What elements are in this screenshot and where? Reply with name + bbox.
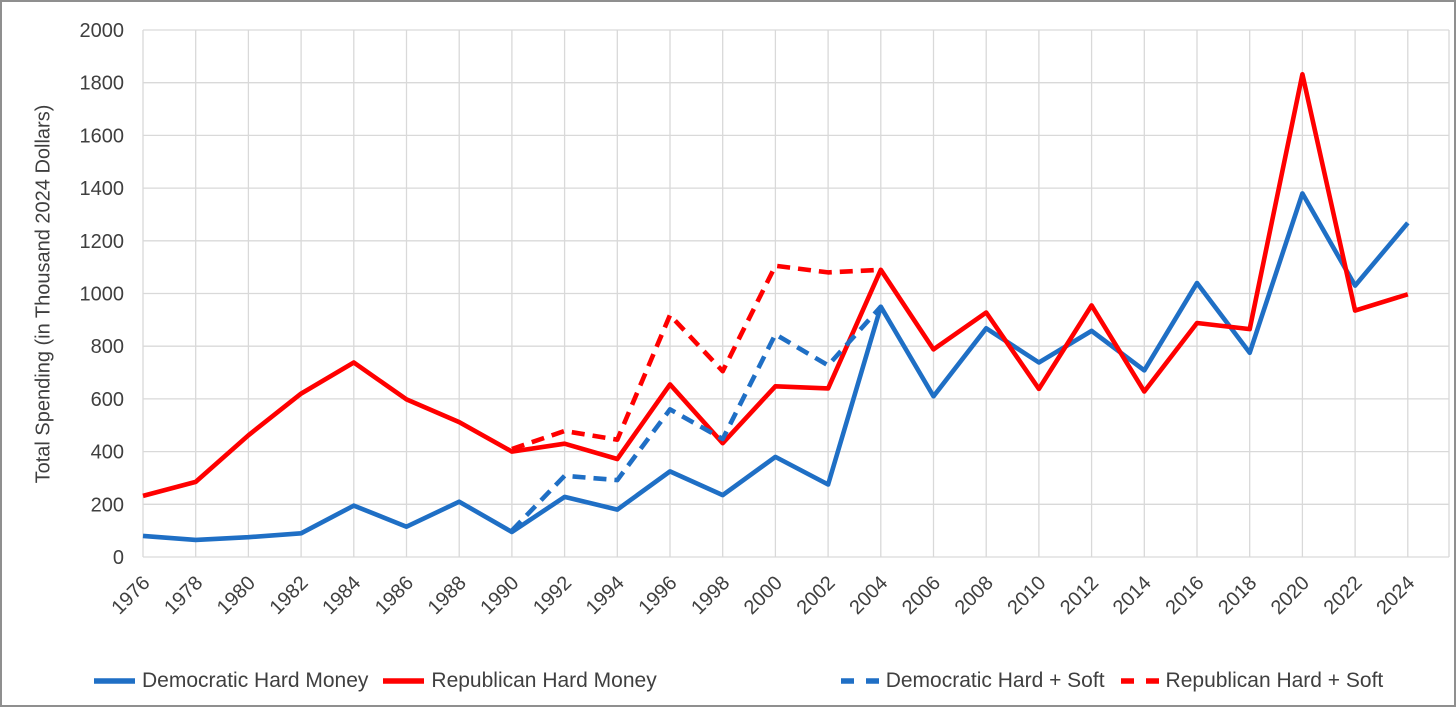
y-tick-label: 1000 bbox=[80, 284, 125, 306]
legend-solid-line-swatch bbox=[383, 678, 425, 684]
y-tick-label: 1400 bbox=[80, 178, 125, 200]
x-tick-label: 2016 bbox=[1162, 572, 1209, 619]
x-tick-label: 2022 bbox=[1320, 572, 1367, 619]
x-tick-label: 2000 bbox=[740, 572, 787, 619]
x-tick-label: 1980 bbox=[213, 572, 260, 619]
x-tick-label: 1998 bbox=[687, 572, 734, 619]
x-tick-label: 2006 bbox=[898, 572, 945, 619]
x-tick-label: 1988 bbox=[424, 572, 471, 619]
legend-item: Democratic Hard + Soft bbox=[840, 669, 1105, 693]
y-tick-label: 600 bbox=[91, 389, 124, 411]
x-tick-label: 2010 bbox=[1003, 572, 1050, 619]
legend-item: Democratic Hard Money bbox=[94, 669, 368, 693]
y-tick-label: 1600 bbox=[80, 125, 125, 147]
legend-dashed-line-swatch bbox=[1120, 678, 1159, 684]
x-tick-label: 1976 bbox=[108, 572, 155, 619]
x-tick-label: 2008 bbox=[951, 572, 998, 619]
series-line-3 bbox=[510, 305, 883, 533]
x-tick-label: 1984 bbox=[318, 572, 365, 619]
legend-label: Democratic Hard Money bbox=[142, 669, 369, 692]
y-tick-label: 200 bbox=[91, 494, 124, 516]
y-tick-label: 400 bbox=[91, 442, 124, 464]
x-tick-label: 2024 bbox=[1372, 572, 1419, 619]
x-tick-label: 2014 bbox=[1109, 572, 1156, 619]
x-tick-label: 2002 bbox=[793, 572, 840, 619]
series-line-4 bbox=[511, 263, 881, 452]
legend-solid-line-swatch bbox=[94, 678, 135, 684]
legend-dashed-line-swatch bbox=[840, 678, 879, 684]
chart-legend: Democratic Hard Money Republican Hard Mon… bbox=[2, 660, 1454, 702]
x-tick-label: 1978 bbox=[160, 572, 207, 619]
legend-label: Republican Hard + Soft bbox=[1165, 669, 1384, 692]
legend-label: Republican Hard Money bbox=[431, 669, 657, 692]
legend-label: Democratic Hard + Soft bbox=[885, 669, 1105, 692]
x-tick-label: 1996 bbox=[635, 572, 682, 619]
y-tick-label: 1800 bbox=[80, 73, 125, 95]
y-tick-label: 2000 bbox=[80, 20, 125, 42]
x-tick-label: 1982 bbox=[266, 572, 313, 619]
x-tick-label: 1990 bbox=[476, 572, 523, 619]
y-tick-label: 0 bbox=[113, 547, 124, 569]
y-axis-title: Total Spending (in Thousand 2024 Dollars… bbox=[32, 104, 55, 484]
x-tick-label: 1986 bbox=[371, 572, 418, 619]
x-tick-label: 2004 bbox=[845, 572, 892, 619]
legend-item: Republican Hard Money bbox=[383, 669, 657, 693]
x-tick-label: 1994 bbox=[582, 572, 629, 619]
x-tick-label: 2018 bbox=[1214, 572, 1261, 619]
series-line-1 bbox=[142, 191, 1410, 543]
y-tick-label: 800 bbox=[91, 336, 124, 358]
series-line-2 bbox=[142, 72, 1409, 499]
x-tick-label: 1992 bbox=[529, 572, 576, 619]
x-tick-label: 2020 bbox=[1267, 572, 1314, 619]
y-tick-label: 1200 bbox=[80, 231, 125, 253]
x-tick-label: 2012 bbox=[1056, 572, 1103, 619]
legend-item: Republican Hard + Soft bbox=[1120, 669, 1384, 693]
